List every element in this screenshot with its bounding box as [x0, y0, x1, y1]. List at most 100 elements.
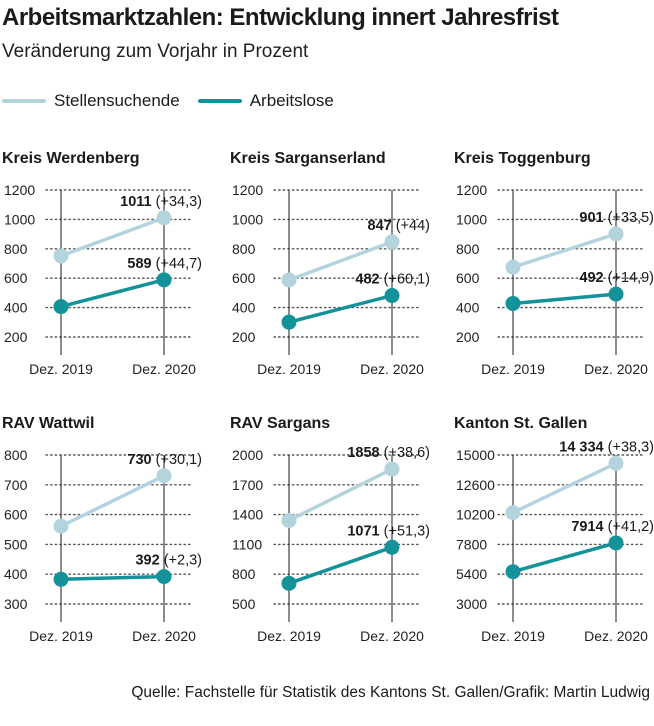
y-tick-label-rav-sargans-5: 500 [232, 596, 256, 612]
x-tick-label-kanton-st-gallen-0: Dez. 2019 [481, 628, 545, 644]
y-tick-label-rav-wattwil-4: 400 [4, 566, 28, 582]
y-tick-label-rav-sargans-0: 2000 [232, 447, 263, 463]
data-label-value-rav-sargans-stellensuchende: 1858 [347, 445, 379, 461]
data-point-kreis-sarganserland-stellensuchende-2020 [384, 234, 400, 250]
legend-item-stellensuchende: Stellensuchende [2, 91, 180, 111]
data-label-kanton-st-gallen-stellensuchende: 14 334 (+38,3) [559, 439, 654, 455]
data-point-kreis-toggenburg-arbeitslose-2019 [505, 295, 521, 311]
data-label-change-kanton-st-gallen-stellensuchende: (+38,3) [604, 439, 654, 455]
y-tick-label-kreis-toggenburg-0: 1200 [456, 182, 487, 198]
data-point-rav-sargans-arbeitslose-2019 [281, 575, 297, 591]
data-label-value-kreis-sarganserland-stellensuchende: 847 [368, 218, 392, 234]
data-label-rav-wattwil-arbeitslose: 392 (+2,3) [135, 553, 202, 569]
data-point-kanton-st-gallen-arbeitslose-2020 [608, 535, 624, 551]
series-line-kreis-werdenberg-stellensuchende [59, 216, 166, 258]
data-label-kreis-toggenburg-stellensuchende: 901 (+33,5) [579, 210, 654, 226]
data-point-rav-sargans-arbeitslose-2020 [384, 539, 400, 555]
y-tick-label-rav-sargans-1: 1700 [232, 477, 263, 493]
data-label-change-kreis-werdenberg-stellensuchende: (+34,3) [152, 194, 202, 210]
data-point-rav-wattwil-stellensuchende-2020 [156, 468, 172, 484]
y-tick-label-kreis-werdenberg-0: 1200 [4, 182, 35, 198]
data-point-rav-sargans-stellensuchende-2020 [384, 461, 400, 477]
data-point-kanton-st-gallen-arbeitslose-2019 [505, 564, 521, 580]
y-tick-label-kreis-toggenburg-3: 600 [456, 270, 480, 286]
series-line-rav-sargans-arbeitslose [287, 545, 394, 586]
y-tick-label-kreis-sarganserland-4: 400 [232, 300, 256, 316]
y-tick-label-rav-wattwil-5: 300 [4, 596, 28, 612]
x-tick-label-kreis-sarganserland-1: Dez. 2020 [360, 361, 424, 377]
y-tick-label-rav-wattwil-2: 600 [4, 507, 28, 523]
data-label-change-rav-wattwil-stellensuchende: (+30,1) [152, 452, 202, 468]
data-label-value-kreis-werdenberg-arbeitslose: 589 [127, 256, 151, 272]
y-tick-label-kreis-toggenburg-5: 200 [456, 329, 480, 345]
data-point-rav-sargans-stellensuchende-2019 [281, 512, 297, 528]
y-tick-label-kanton-st-gallen-5: 3000 [456, 596, 487, 612]
legend-swatch-arbeitslose [197, 99, 242, 103]
legend-swatch-stellensuchende [2, 99, 46, 103]
data-label-change-kreis-toggenburg-stellensuchende: (+33,5) [604, 210, 654, 226]
x-tick-label-kreis-werdenberg-1: Dez. 2020 [132, 361, 196, 377]
y-tick-label-kreis-toggenburg-4: 400 [456, 300, 480, 316]
data-label-value-rav-wattwil-arbeitslose: 392 [135, 553, 159, 569]
y-tick-label-kreis-werdenberg-1: 1000 [4, 211, 35, 227]
x-tick-label-kreis-toggenburg-0: Dez. 2019 [481, 361, 545, 377]
data-label-rav-wattwil-stellensuchende: 730 (+30,1) [127, 452, 202, 468]
data-label-kreis-toggenburg-arbeitslose: 492 (+14,9) [579, 270, 654, 286]
x-tick-label-rav-wattwil-0: Dez. 2019 [29, 628, 93, 644]
data-point-kreis-werdenberg-stellensuchende-2019 [53, 248, 69, 264]
y-tick-label-rav-wattwil-1: 700 [4, 477, 28, 493]
y-tick-label-kreis-werdenberg-3: 600 [4, 270, 28, 286]
y-tick-label-kreis-sarganserland-0: 1200 [232, 182, 263, 198]
y-tick-label-kreis-toggenburg-1: 1000 [456, 211, 487, 227]
data-point-rav-wattwil-arbeitslose-2019 [53, 571, 69, 587]
data-point-kanton-st-gallen-stellensuchende-2019 [505, 505, 521, 521]
source-note: Quelle: Fachstelle für Statistik des Kan… [131, 684, 650, 701]
legend-label-arbeitslose: Arbeitslose [249, 91, 334, 110]
x-tick-label-rav-sargans-1: Dez. 2020 [360, 628, 424, 644]
legend-label-stellensuchende: Stellensuchende [54, 91, 180, 110]
y-tick-label-rav-wattwil-0: 800 [4, 447, 28, 463]
series-line-kreis-sarganserland-arbeitslose [287, 293, 394, 324]
chart-subtitle: Veränderung zum Vorjahr in Prozent [2, 41, 309, 62]
data-label-change-rav-sargans-arbeitslose: (+51,3) [380, 523, 430, 539]
panel-title-kanton-st-gallen: Kanton St. Gallen [454, 415, 587, 432]
panel-title-kreis-toggenburg: Kreis Toggenburg [454, 150, 591, 167]
data-point-kreis-toggenburg-arbeitslose-2020 [608, 286, 624, 302]
data-label-change-rav-sargans-stellensuchende: (+38,6) [380, 445, 430, 461]
data-point-rav-wattwil-arbeitslose-2020 [156, 569, 172, 585]
data-point-kreis-toggenburg-stellensuchende-2020 [608, 226, 624, 242]
data-label-kreis-werdenberg-stellensuchende: 1011 (+34,3) [120, 194, 202, 210]
data-label-kanton-st-gallen-arbeitslose: 7914 (+41,2) [571, 519, 654, 535]
data-label-value-kreis-toggenburg-arbeitslose: 492 [579, 270, 603, 286]
data-point-kreis-sarganserland-arbeitslose-2020 [384, 288, 400, 304]
series-line-kreis-toggenburg-arbeitslose [511, 292, 618, 306]
data-label-value-kanton-st-gallen-arbeitslose: 7914 [571, 519, 603, 535]
series-line-kreis-sarganserland-stellensuchende [287, 240, 394, 282]
data-point-kreis-werdenberg-arbeitslose-2019 [53, 299, 69, 315]
y-tick-label-kreis-sarganserland-1: 1000 [232, 211, 263, 227]
data-label-change-kanton-st-gallen-arbeitslose: (+41,2) [604, 519, 654, 535]
data-label-value-kanton-st-gallen-stellensuchende: 14 334 [559, 439, 603, 455]
data-point-kreis-sarganserland-arbeitslose-2019 [281, 314, 297, 330]
y-tick-label-kanton-st-gallen-4: 5400 [456, 566, 487, 582]
panel-title-kreis-werdenberg: Kreis Werdenberg [2, 150, 140, 167]
data-label-kreis-sarganserland-arbeitslose: 482 (+60,1) [355, 272, 430, 288]
data-label-value-rav-wattwil-stellensuchende: 730 [127, 452, 151, 468]
y-tick-label-kreis-werdenberg-2: 800 [4, 241, 28, 257]
series-line-rav-wattwil-stellensuchende [59, 474, 166, 528]
data-label-value-kreis-sarganserland-arbeitslose: 482 [355, 272, 379, 288]
panel-title-rav-wattwil: RAV Wattwil [2, 415, 94, 432]
y-tick-label-kanton-st-gallen-2: 10200 [456, 507, 495, 523]
data-label-kreis-werdenberg-arbeitslose: 589 (+44,7) [127, 256, 202, 272]
data-label-rav-sargans-arbeitslose: 1071 (+51,3) [347, 523, 430, 539]
series-line-kreis-werdenberg-arbeitslose [59, 278, 166, 309]
x-tick-label-kreis-werdenberg-0: Dez. 2019 [29, 361, 93, 377]
x-tick-label-rav-wattwil-1: Dez. 2020 [132, 628, 196, 644]
chart-title: Arbeitsmarktzahlen: Entwicklung innert J… [2, 4, 559, 31]
y-tick-label-rav-sargans-3: 1100 [232, 536, 262, 552]
data-point-kreis-werdenberg-stellensuchende-2020 [156, 210, 172, 226]
data-label-change-rav-wattwil-arbeitslose: (+2,3) [160, 553, 202, 569]
data-label-change-kreis-toggenburg-arbeitslose: (+14,9) [604, 270, 654, 286]
series-line-kanton-st-gallen-stellensuchende [511, 461, 618, 515]
series-line-kreis-toggenburg-stellensuchende [511, 232, 618, 269]
